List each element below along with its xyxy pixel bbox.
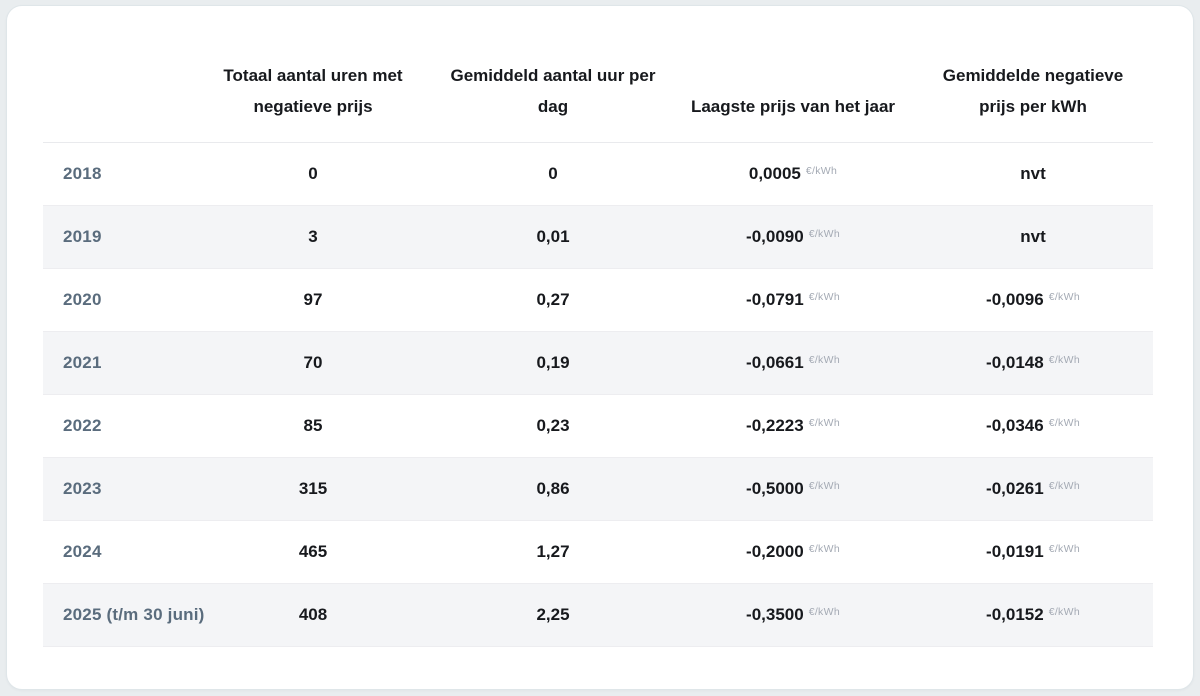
- hours-per-day-cell: 0: [548, 163, 558, 183]
- avg-price-cell: -0,0152 €/kWh: [913, 583, 1153, 646]
- hours-per-day-cell: 0,86: [536, 478, 570, 498]
- total-hours-cell: 85: [303, 415, 323, 435]
- year-cell: 2025 (t/m 30 juni): [63, 604, 205, 624]
- lowest-price-value: -0,0661: [746, 352, 804, 372]
- year-cell: 2019: [63, 226, 102, 246]
- column-header-total-hours: Totaal aantal uren met negatieve prijs: [193, 6, 433, 143]
- table-body: 2018 0 0 0,0005 €/kWh nvt 2019 3 0,01 -0,…: [43, 142, 1153, 646]
- lowest-price-value: -0,0090: [746, 226, 804, 246]
- table-header: Totaal aantal uren met negatieve prijs G…: [43, 6, 1153, 143]
- avg-price-cell: -0,0096 €/kWh: [913, 268, 1153, 331]
- unit-label: €/kWh: [1048, 605, 1080, 618]
- avg-price-cell: -0,0261 €/kWh: [913, 457, 1153, 520]
- hours-per-day-cell: 0,01: [536, 226, 570, 246]
- lowest-price-value: -0,0791: [746, 289, 804, 309]
- lowest-price-cell: 0,0005 €/kWh: [673, 142, 913, 205]
- avg-price-value: -0,0261: [986, 478, 1044, 498]
- unit-label: €/kWh: [808, 479, 840, 492]
- table-row-2023: 2023 315 0,86 -0,5000 €/kWh -0,0261 €/kWh: [43, 457, 1153, 520]
- table-card: Totaal aantal uren met negatieve prijs G…: [6, 5, 1194, 690]
- avg-price-value: -0,0191: [986, 541, 1044, 561]
- column-header-year: [43, 6, 193, 143]
- header-row: Totaal aantal uren met negatieve prijs G…: [43, 6, 1153, 143]
- unit-label: €/kWh: [1048, 416, 1080, 429]
- lowest-price-value: 0,0005: [748, 163, 801, 183]
- unit-label: €/kWh: [1048, 479, 1080, 492]
- avg-price-cell: nvt: [1020, 226, 1046, 246]
- total-hours-cell: 97: [303, 289, 323, 309]
- hours-per-day-cell: 0,19: [536, 352, 570, 372]
- hours-per-day-cell: 1,27: [536, 541, 570, 561]
- column-header-lowest-price: Laagste prijs van het jaar: [673, 6, 913, 143]
- unit-label: €/kWh: [805, 164, 838, 177]
- unit-label: €/kWh: [808, 605, 840, 618]
- table-row-2022: 2022 85 0,23 -0,2223 €/kWh -0,0346 €/kWh: [43, 394, 1153, 457]
- lowest-price-value: -0,3500: [746, 604, 804, 624]
- lowest-price-value: -0,2000: [746, 541, 804, 561]
- year-cell: 2021: [63, 352, 102, 372]
- column-header-hours-per-day: Gemiddeld aantal uur per dag: [433, 6, 673, 143]
- unit-label: €/kWh: [1048, 353, 1080, 366]
- avg-price-cell: -0,0148 €/kWh: [913, 331, 1153, 394]
- total-hours-cell: 408: [298, 604, 328, 624]
- avg-price-cell: -0,0191 €/kWh: [913, 520, 1153, 583]
- avg-price-value: -0,0152: [986, 604, 1044, 624]
- unit-label: €/kWh: [808, 290, 840, 303]
- table-row-2020: 2020 97 0,27 -0,0791 €/kWh -0,0096 €/kWh: [43, 268, 1153, 331]
- year-cell: 2023: [63, 478, 102, 498]
- lowest-price-cell: -0,0791 €/kWh: [673, 268, 913, 331]
- lowest-price-cell: -0,2223 €/kWh: [673, 394, 913, 457]
- column-header-avg-negative-price: Gemiddelde negatieve prijs per kWh: [913, 6, 1153, 143]
- lowest-price-cell: -0,5000 €/kWh: [673, 457, 913, 520]
- unit-label: €/kWh: [808, 542, 840, 555]
- unit-label: €/kWh: [808, 227, 840, 240]
- table-row-2024: 2024 465 1,27 -0,2000 €/kWh -0,0191 €/kWh: [43, 520, 1153, 583]
- lowest-price-cell: -0,2000 €/kWh: [673, 520, 913, 583]
- lowest-price-value: -0,5000: [746, 478, 804, 498]
- hours-per-day-cell: 0,23: [536, 415, 570, 435]
- avg-price-cell: -0,0346 €/kWh: [913, 394, 1153, 457]
- year-cell: 2024: [63, 541, 102, 561]
- total-hours-cell: 0: [308, 163, 318, 183]
- total-hours-cell: 315: [298, 478, 328, 498]
- lowest-price-cell: -0,0661 €/kWh: [673, 331, 913, 394]
- hours-per-day-cell: 0,27: [536, 289, 570, 309]
- table-row-2018: 2018 0 0 0,0005 €/kWh nvt: [43, 142, 1153, 205]
- negative-price-table: Totaal aantal uren met negatieve prijs G…: [43, 6, 1153, 647]
- total-hours-cell: 465: [298, 541, 328, 561]
- avg-price-value: -0,0148: [986, 352, 1044, 372]
- unit-label: €/kWh: [808, 353, 840, 366]
- avg-price-value: -0,0346: [986, 415, 1044, 435]
- table-row-2021: 2021 70 0,19 -0,0661 €/kWh -0,0148 €/kWh: [43, 331, 1153, 394]
- lowest-price-cell: -0,3500 €/kWh: [673, 583, 913, 646]
- lowest-price-value: -0,2223: [746, 415, 804, 435]
- avg-price-cell: nvt: [1020, 163, 1046, 183]
- unit-label: €/kWh: [1048, 542, 1080, 555]
- total-hours-cell: 3: [308, 226, 318, 246]
- total-hours-cell: 70: [303, 352, 323, 372]
- table-row-2025: 2025 (t/m 30 juni) 408 2,25 -0,3500 €/kWh…: [43, 583, 1153, 646]
- hours-per-day-cell: 2,25: [536, 604, 570, 624]
- year-cell: 2022: [63, 415, 102, 435]
- avg-price-value: -0,0096: [986, 289, 1044, 309]
- year-cell: 2018: [63, 163, 102, 183]
- year-cell: 2020: [63, 289, 102, 309]
- lowest-price-cell: -0,0090 €/kWh: [673, 205, 913, 268]
- unit-label: €/kWh: [808, 416, 840, 429]
- table-row-2019: 2019 3 0,01 -0,0090 €/kWh nvt: [43, 205, 1153, 268]
- unit-label: €/kWh: [1048, 290, 1080, 303]
